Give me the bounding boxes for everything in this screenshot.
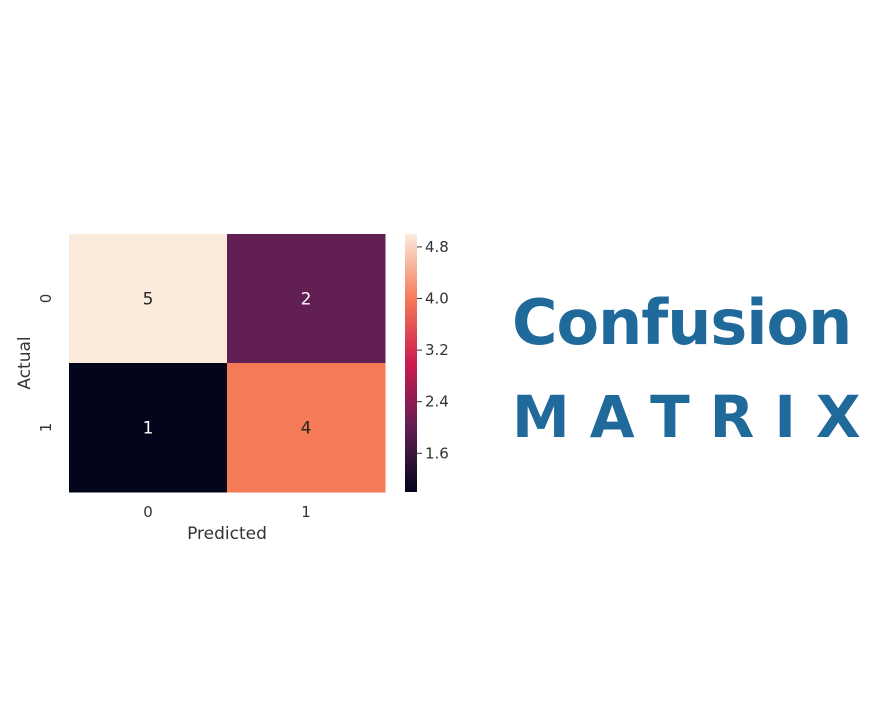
y-axis-label: Actual bbox=[15, 336, 35, 389]
cell-value-label: 4 bbox=[301, 419, 312, 439]
colorbar-tick-label: 2.4 bbox=[425, 393, 449, 411]
heatmap-cell bbox=[227, 363, 386, 493]
colorbar-tick-label: 3.2 bbox=[425, 341, 449, 359]
cell-value-label: 1 bbox=[143, 419, 154, 439]
colorbar bbox=[405, 234, 417, 492]
colorbar-ticks: 1.6 2.4 3.2 4.0 4.8 bbox=[417, 238, 449, 462]
y-tick-label: 0 bbox=[37, 294, 55, 304]
colorbar-tick-label: 4.0 bbox=[425, 290, 449, 308]
x-axis-label: Predicted bbox=[187, 524, 267, 544]
headline-confusion: Confusion bbox=[512, 286, 852, 359]
heatmap-cell bbox=[69, 234, 228, 364]
heatmap-cell bbox=[227, 234, 386, 364]
colorbar-tick-label: 1.6 bbox=[425, 444, 449, 462]
y-tick-label: 1 bbox=[37, 423, 55, 433]
x-tick-label: 0 bbox=[143, 503, 153, 521]
x-tick-label: 1 bbox=[301, 503, 311, 521]
heatmap-cells: 5 2 1 4 bbox=[69, 234, 386, 493]
headline-matrix: MATRIX bbox=[512, 383, 879, 451]
colorbar-tick-label: 4.8 bbox=[425, 238, 449, 256]
heatmap-cell bbox=[69, 363, 228, 493]
cell-value-label: 2 bbox=[301, 290, 312, 310]
y-axis-ticks: 01 bbox=[37, 294, 55, 433]
cell-value-label: 5 bbox=[143, 290, 154, 310]
